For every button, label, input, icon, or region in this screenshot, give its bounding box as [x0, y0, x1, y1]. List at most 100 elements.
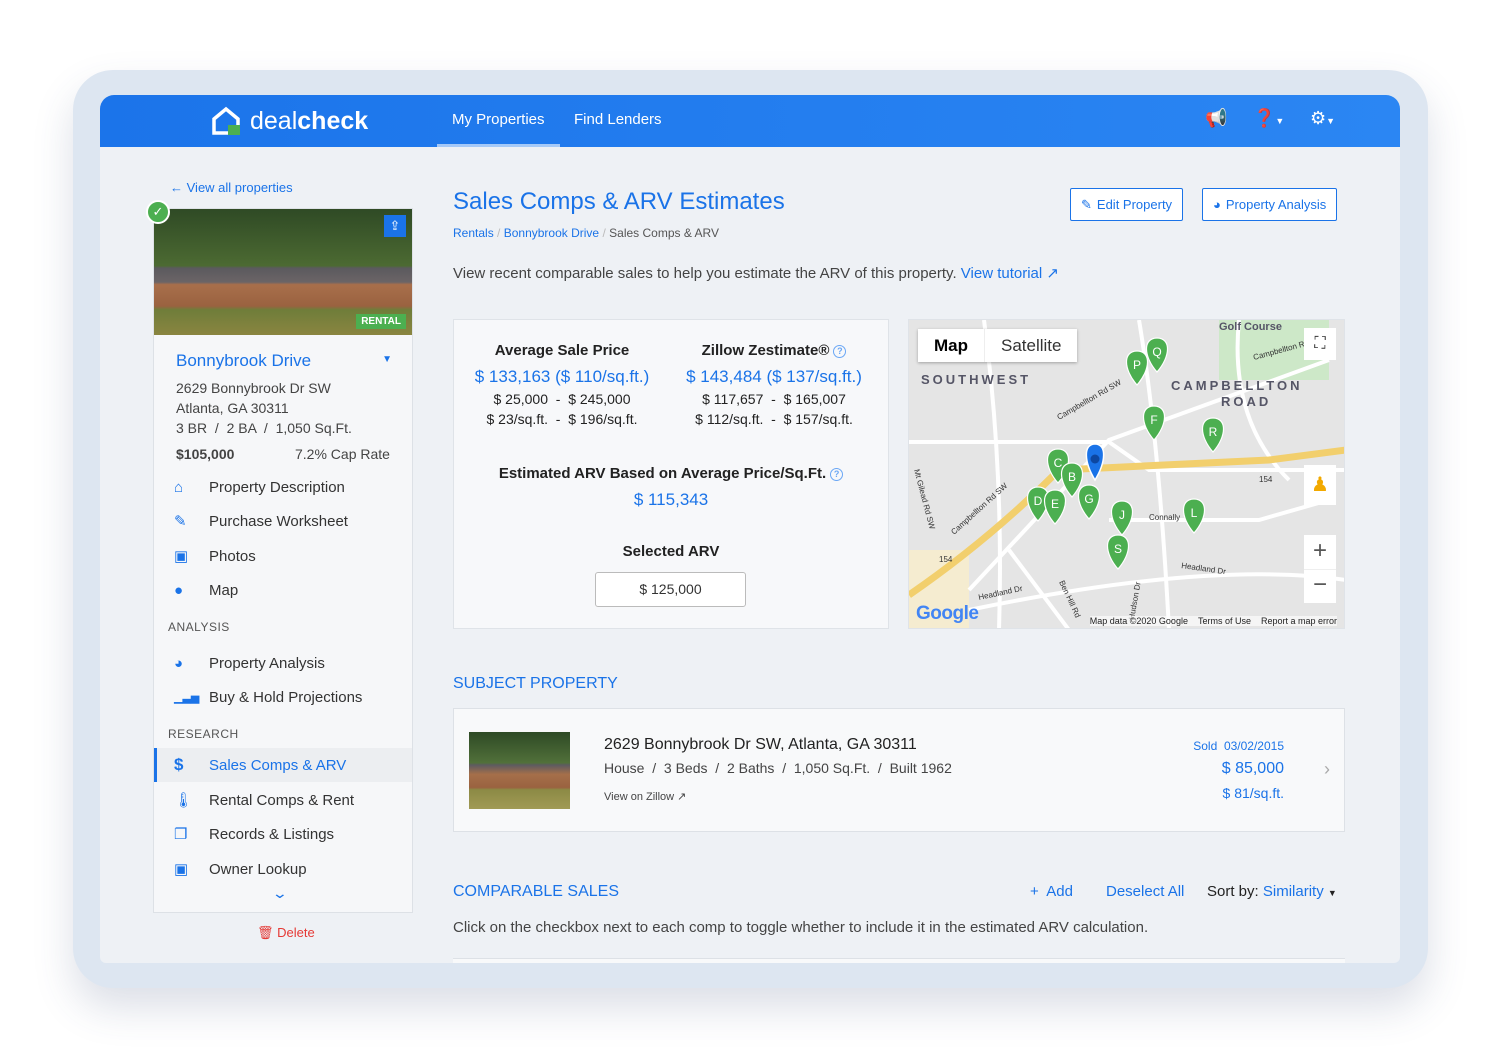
sort-value[interactable]: Similarity: [1262, 883, 1324, 900]
megaphone-icon[interactable]: 📢: [1205, 108, 1228, 128]
zillow-range-sqft: $ 112/sq.ft. - $ 157/sq.ft.: [695, 411, 853, 427]
comp-marker-p[interactable]: P: [1125, 350, 1149, 386]
zoom-in-icon[interactable]: +: [1312, 537, 1327, 564]
logo[interactable]: deal check: [210, 105, 368, 137]
comp-marker-g[interactable]: G: [1077, 484, 1101, 520]
menu-records-listings[interactable]: ❐ Records & Listings: [174, 817, 412, 851]
scroll-down-chevron-icon[interactable]: ⌄: [271, 885, 289, 901]
breadcrumb-rentals[interactable]: Rentals: [453, 226, 494, 240]
help-icon[interactable]: ?: [833, 345, 847, 358]
comp-marker-b[interactable]: B: [1060, 462, 1084, 498]
map-label: Campbellton Rd SW: [1056, 377, 1124, 421]
map-label: 154: [939, 555, 953, 564]
report-error-link[interactable]: Report a map error: [1260, 616, 1337, 626]
address-line1: 2629 Bonnybrook Dr SW: [176, 380, 331, 396]
external-link-icon: ↗: [1046, 265, 1059, 282]
comp-marker-d[interactable]: D: [1026, 486, 1050, 522]
subject-price: $ 85,000: [1221, 760, 1284, 777]
sold-info: Sold 03/02/2015: [1193, 739, 1284, 753]
cap-rate: 7.2% Cap Rate: [295, 446, 390, 462]
zoom-out-icon[interactable]: −: [1304, 569, 1336, 603]
contact-book-icon: ▣: [174, 861, 189, 878]
breadcrumb-property[interactable]: Bonnybrook Drive: [503, 226, 600, 240]
comp-marker-j[interactable]: J: [1110, 500, 1134, 536]
map-footer: Map data ©2020 Google Terms of Use Report …: [1089, 616, 1337, 626]
menu-map[interactable]: ● Map: [174, 573, 412, 607]
menu-label: Map: [209, 581, 239, 599]
delete-button[interactable]: 🗑 Delete: [257, 925, 315, 941]
caret-down-icon: ▼: [1327, 888, 1337, 898]
menu-property-analysis[interactable]: ◕ Property Analysis: [174, 646, 412, 680]
map-label: 154: [1259, 475, 1273, 484]
tutorial-label: View tutorial: [960, 265, 1043, 282]
map-data-credit: Map data ©2020 Google: [1089, 616, 1188, 626]
property-analysis-button[interactable]: ◕ Property Analysis: [1202, 188, 1338, 221]
map-label: ROAD: [1221, 394, 1271, 409]
plus-icon: +: [1030, 883, 1039, 900]
map-tab-map[interactable]: Map: [934, 336, 968, 355]
street-view-pegman-icon[interactable]: ♟: [1304, 465, 1336, 505]
zoom-controls: + −: [1304, 535, 1336, 603]
pencil-icon: ✎: [1081, 196, 1092, 212]
map-label: Ben Hill Rd: [1057, 579, 1082, 619]
caret-down-icon[interactable]: ▼: [382, 354, 392, 365]
est-value: $ 115,343: [633, 490, 709, 509]
help-icon[interactable]: ❓▼: [1253, 108, 1285, 128]
research-header: RESEARCH: [168, 727, 239, 741]
svg-text:F: F: [1150, 413, 1157, 427]
subject-property-header: SUBJECT PROPERTY: [453, 675, 618, 692]
map-label: SOUTHWEST: [921, 372, 1031, 387]
sort-control[interactable]: Sort by: Similarity ▼: [1207, 883, 1337, 900]
view-on-zillow-link[interactable]: View on Zillow ↗: [604, 790, 686, 803]
fullscreen-icon[interactable]: ⛶: [1304, 328, 1336, 360]
menu-photos[interactable]: ▣ Photos: [174, 539, 412, 573]
menu-purchase-worksheet[interactable]: ✎ Purchase Worksheet: [174, 504, 412, 538]
delete-label: Delete: [277, 925, 315, 940]
comp-marker-r[interactable]: R: [1201, 417, 1225, 453]
comp-marker-q[interactable]: Q: [1145, 337, 1169, 373]
nav-find-lenders[interactable]: Find Lenders: [574, 111, 662, 128]
property-photo[interactable]: ⇪ RENTAL: [154, 209, 412, 335]
gear-icon[interactable]: ⚙▼: [1310, 108, 1336, 128]
page-title: Sales Comps & ARV Estimates: [453, 188, 785, 215]
subject-price-sqft: $ 81/sq.ft.: [1222, 785, 1284, 801]
view-tutorial-link[interactable]: View tutorial ↗: [961, 265, 1059, 282]
map-label: Golf Course: [1219, 321, 1282, 333]
menu-label: Property Description: [209, 478, 345, 496]
comps-map[interactable]: SOUTHWEST CAMPBELLTON ROAD Golf Course Campb…: [908, 319, 1345, 629]
sold-label: Sold: [1193, 739, 1218, 753]
menu-label: Rental Comps & Rent: [209, 791, 355, 809]
nav-my-properties[interactable]: My Properties: [437, 111, 559, 147]
brand-light: deal: [250, 106, 298, 135]
view-all-properties-link[interactable]: ← View all properties: [170, 180, 293, 195]
help-icon[interactable]: ?: [830, 468, 844, 481]
menu-label: Owner Lookup: [209, 860, 307, 878]
edit-property-button[interactable]: ✎ Edit Property: [1070, 188, 1184, 221]
menu-sales-comps[interactable]: $ Sales Comps & ARV: [154, 748, 412, 782]
subject-marker-dot: [1090, 454, 1100, 464]
subject-property-card[interactable]: 2629 Bonnybrook Dr SW, Atlanta, GA 30311…: [453, 708, 1345, 832]
add-comp-button[interactable]: + Add: [1030, 883, 1073, 900]
map-tab-satellite[interactable]: Satellite: [984, 329, 1077, 362]
chevron-right-icon[interactable]: ›: [1324, 759, 1330, 779]
menu-owner-lookup[interactable]: ▣ Owner Lookup: [174, 852, 412, 886]
add-label: Add: [1046, 883, 1073, 900]
selected-arv-input[interactable]: $ 125,000: [595, 572, 746, 607]
property-name[interactable]: Bonnybrook Drive: [176, 351, 312, 370]
menu-property-description[interactable]: ⌂ Property Description: [174, 470, 412, 504]
terms-link[interactable]: Terms of Use: [1197, 616, 1251, 626]
deselect-all-button[interactable]: Deselect All: [1106, 883, 1185, 900]
share-icon[interactable]: ⇪: [384, 215, 406, 237]
menu-buy-hold-projections[interactable]: ▁▃▅ Buy & Hold Projections: [174, 680, 412, 714]
zillow-link-label: View on Zillow: [604, 791, 675, 803]
est-label: Estimated ARV Based on Average Price/Sq.…: [498, 465, 827, 482]
comp-marker-f[interactable]: F: [1142, 405, 1166, 441]
svg-text:S: S: [1114, 542, 1122, 556]
zillow-value: $ 143,484 ($ 137/sq.ft.): [686, 367, 862, 386]
comp-marker-e[interactable]: E: [1043, 489, 1067, 525]
menu-rental-comps[interactable]: 🌡 Rental Comps & Rent: [174, 783, 412, 817]
comp-marker-s[interactable]: S: [1106, 534, 1130, 570]
comp-marker-l[interactable]: L: [1182, 498, 1206, 534]
menu-label: Sales Comps & ARV: [209, 756, 347, 774]
